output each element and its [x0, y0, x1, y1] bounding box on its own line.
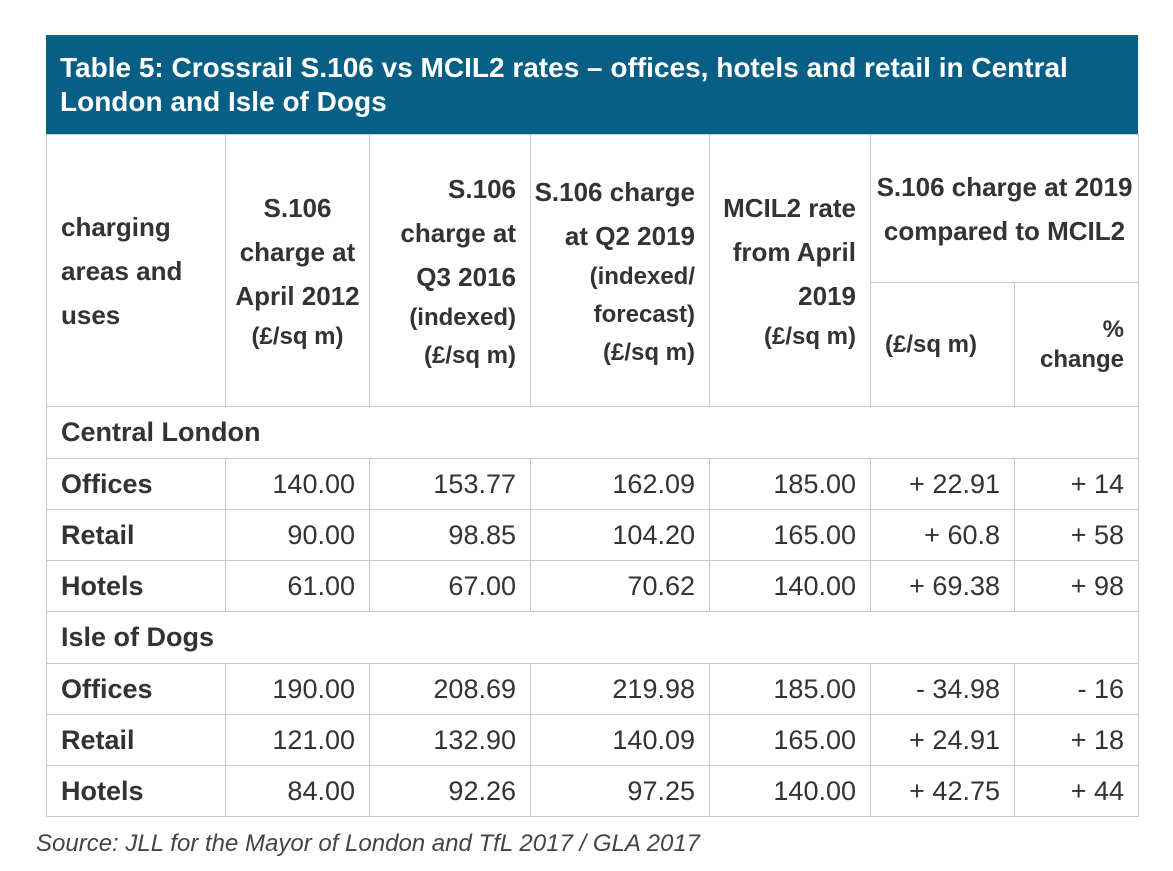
- cell-diff: + 22.91: [870, 458, 1015, 510]
- header-q2-2019: S.106 charge at Q2 2019 (indexed/ foreca…: [530, 134, 710, 407]
- table-row: Hotels 61.00 67.00 70.62 140.00 + 69.38 …: [46, 560, 1139, 612]
- cell-april-2012: 61.00: [225, 560, 370, 612]
- row-use-label: Hotels: [46, 560, 226, 612]
- cell-mcil2: 165.00: [709, 509, 871, 561]
- header-pct-change: % change: [1014, 282, 1139, 407]
- cell-q3-2016: 67.00: [369, 560, 531, 612]
- cell-q3-2016: 132.90: [369, 714, 531, 766]
- header-pct-change-label: % change: [1039, 315, 1124, 373]
- cell-april-2012: 121.00: [225, 714, 370, 766]
- cell-diff: - 34.98: [870, 663, 1015, 715]
- cell-q3-2016: 153.77: [369, 458, 531, 510]
- cell-q3-2016: 208.69: [369, 663, 531, 715]
- table-row: Retail 90.00 98.85 104.20 165.00 + 60.8 …: [46, 509, 1139, 561]
- header-charging-areas: charging areas and uses: [46, 134, 226, 407]
- header-q2-2019-note: (indexed/ forecast): [589, 262, 695, 328]
- source-note: Source: JLL for the Mayor of London and …: [36, 830, 701, 857]
- cell-q2-2019: 140.09: [530, 714, 710, 766]
- section-row-central-london: Central London: [46, 406, 1139, 459]
- row-use-label: Offices: [46, 663, 226, 715]
- cell-mcil2: 165.00: [709, 714, 871, 766]
- cell-april-2012: 84.00: [225, 765, 370, 817]
- row-use-label: Hotels: [46, 765, 226, 817]
- cell-april-2012: 190.00: [225, 663, 370, 715]
- header-mcil2-rate-label: MCIL2 rate from April 2019: [723, 192, 856, 311]
- header-comparison-group: S.106 charge at 2019 compared to MCIL2: [870, 134, 1139, 283]
- table-row: Offices 190.00 208.69 219.98 185.00 - 34…: [46, 663, 1139, 715]
- cell-diff: + 69.38: [870, 560, 1015, 612]
- cell-mcil2: 185.00: [709, 663, 871, 715]
- row-use-label: Offices: [46, 458, 226, 510]
- cell-pct: + 58: [1014, 509, 1139, 561]
- header-diff-unit: (£/sq m): [870, 282, 1015, 407]
- cell-diff: + 24.91: [870, 714, 1015, 766]
- table-title-bar: Table 5: Crossrail S.106 vs MCIL2 rates …: [46, 35, 1138, 134]
- table-row: Retail 121.00 132.90 140.09 165.00 + 24.…: [46, 714, 1139, 766]
- cell-mcil2: 140.00: [709, 560, 871, 612]
- table-title: Table 5: Crossrail S.106 vs MCIL2 rates …: [60, 52, 1068, 117]
- cell-april-2012: 90.00: [225, 509, 370, 561]
- cell-q2-2019: 104.20: [530, 509, 710, 561]
- header-q2-2019-label: S.106 charge at Q2 2019: [534, 176, 695, 251]
- rates-table: charging areas and uses S.106 charge at …: [46, 134, 1139, 817]
- header-april-2012: S.106 charge at April 2012 (£/sq m): [225, 134, 370, 407]
- table-row: Offices 140.00 153.77 162.09 185.00 + 22…: [46, 458, 1139, 510]
- header-charging-areas-label: charging areas and uses: [61, 211, 183, 330]
- cell-q2-2019: 219.98: [530, 663, 710, 715]
- header-comparison-group-label: S.106 charge at 2019 compared to MCIL2: [876, 171, 1133, 246]
- header-q3-2016-note: (indexed): [409, 303, 516, 331]
- section-row-isle-of-dogs: Isle of Dogs: [46, 611, 1139, 664]
- row-use-label: Retail: [46, 714, 226, 766]
- cell-mcil2: 140.00: [709, 765, 871, 817]
- header-q3-2016-label: S.106 charge at Q3 2016: [400, 173, 516, 292]
- header-mcil2-rate-unit: (£/sq m): [763, 322, 856, 350]
- cell-pct: - 16: [1014, 663, 1139, 715]
- header-q3-2016: S.106 charge at Q3 2016 (indexed) (£/sq …: [369, 134, 531, 407]
- header-q2-2019-unit: (£/sq m): [602, 338, 695, 366]
- cell-q2-2019: 162.09: [530, 458, 710, 510]
- cell-q3-2016: 92.26: [369, 765, 531, 817]
- cell-diff: + 42.75: [870, 765, 1015, 817]
- cell-q3-2016: 98.85: [369, 509, 531, 561]
- header-diff-unit-label: (£/sq m): [885, 330, 978, 358]
- header-q3-2016-unit: (£/sq m): [423, 341, 516, 369]
- cell-pct: + 18: [1014, 714, 1139, 766]
- cell-q2-2019: 97.25: [530, 765, 710, 817]
- cell-april-2012: 140.00: [225, 458, 370, 510]
- header-april-2012-label: S.106 charge at April 2012: [235, 192, 360, 311]
- header-mcil2-rate: MCIL2 rate from April 2019 (£/sq m): [709, 134, 871, 407]
- table-row: Hotels 84.00 92.26 97.25 140.00 + 42.75 …: [46, 765, 1139, 817]
- cell-pct: + 98: [1014, 560, 1139, 612]
- cell-mcil2: 185.00: [709, 458, 871, 510]
- cell-pct: + 44: [1014, 765, 1139, 817]
- cell-diff: + 60.8: [870, 509, 1015, 561]
- row-use-label: Retail: [46, 509, 226, 561]
- header-april-2012-unit: (£/sq m): [251, 322, 344, 350]
- cell-pct: + 14: [1014, 458, 1139, 510]
- cell-q2-2019: 70.62: [530, 560, 710, 612]
